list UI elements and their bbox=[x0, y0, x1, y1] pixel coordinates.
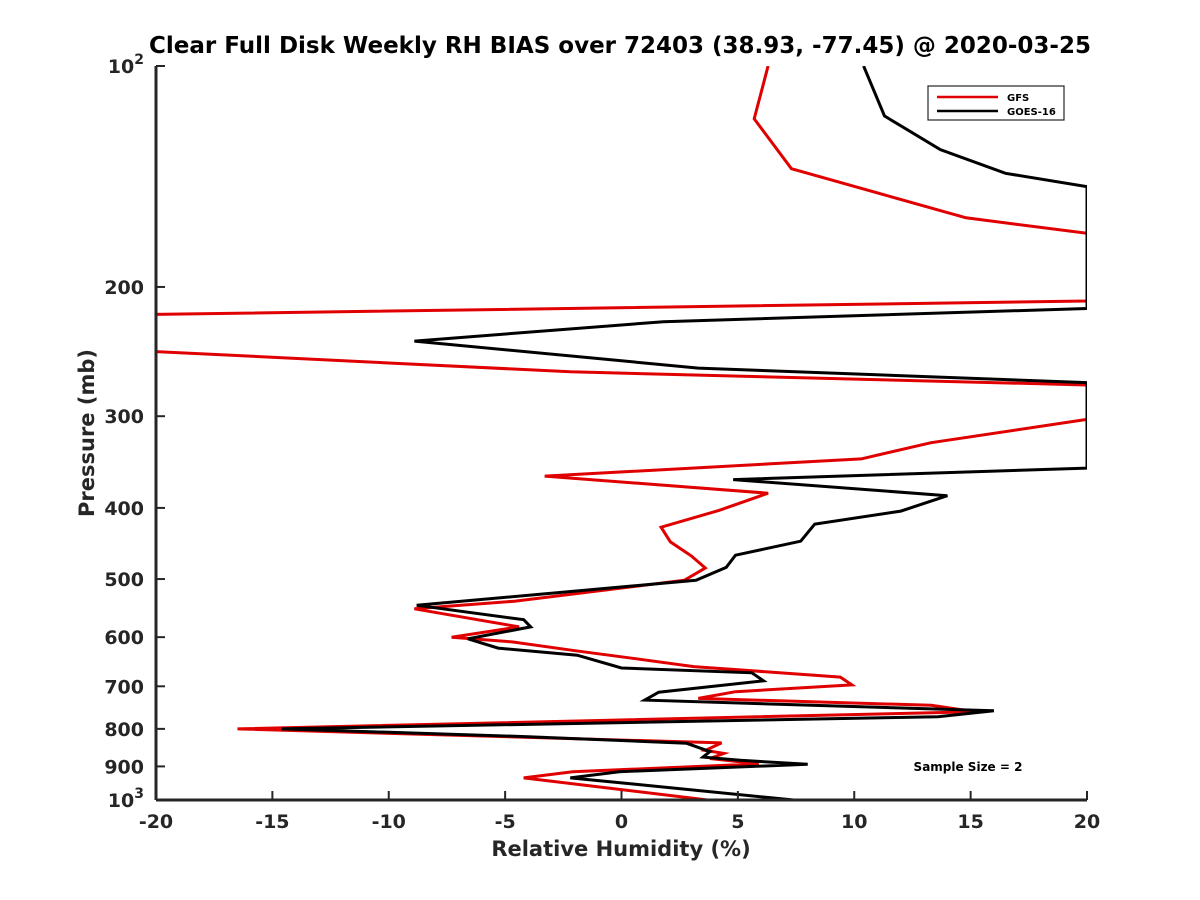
x-tick-label: -20 bbox=[139, 811, 173, 833]
series-line-gfs bbox=[156, 66, 1087, 800]
y-ticks: 102 200 300 400 500 600 700 800 900 103 bbox=[104, 52, 165, 812]
x-tick-label: -15 bbox=[255, 811, 289, 833]
sample-size-annotation: Sample Size = 2 bbox=[914, 760, 1023, 774]
y-tick-label: 800 bbox=[104, 719, 144, 741]
legend-label-gfs: GFS bbox=[1007, 93, 1029, 104]
x-tick-label: 0 bbox=[615, 811, 628, 833]
x-axis-label: Relative Humidity (%) bbox=[491, 837, 750, 861]
x-tick-label: 10 bbox=[841, 811, 867, 833]
y-tick-label: 700 bbox=[104, 676, 144, 698]
x-tick-label: 15 bbox=[957, 811, 983, 833]
x-ticks: -20 -15 -10 -5 0 5 10 15 20 bbox=[139, 791, 1100, 833]
legend-label-goes16: GOES-16 bbox=[1007, 107, 1056, 118]
y-tick-label: 400 bbox=[104, 498, 144, 520]
legend: GFS GOES-16 bbox=[927, 85, 1065, 121]
x-tick-label: -5 bbox=[495, 811, 516, 833]
series-layer bbox=[156, 66, 1087, 800]
series-line-goes16 bbox=[281, 66, 1087, 800]
legend-box bbox=[927, 85, 1065, 121]
x-tick-label: 20 bbox=[1074, 811, 1100, 833]
axes bbox=[154, 66, 1087, 802]
y-tick-label: 200 bbox=[104, 277, 144, 299]
y-tick-label: 900 bbox=[104, 756, 144, 778]
chart-title: Clear Full Disk Weekly RH BIAS over 7240… bbox=[149, 33, 1091, 59]
y-tick-label: 500 bbox=[104, 569, 144, 591]
y-axis-label: Pressure (mb) bbox=[75, 349, 99, 517]
y-tick-label: 103 bbox=[108, 786, 144, 812]
y-tick-label: 300 bbox=[104, 406, 144, 428]
y-tick-label: 102 bbox=[108, 52, 144, 78]
x-tick-label: 5 bbox=[731, 811, 744, 833]
y-tick-label: 600 bbox=[104, 627, 144, 649]
x-tick-label: -10 bbox=[372, 811, 406, 833]
